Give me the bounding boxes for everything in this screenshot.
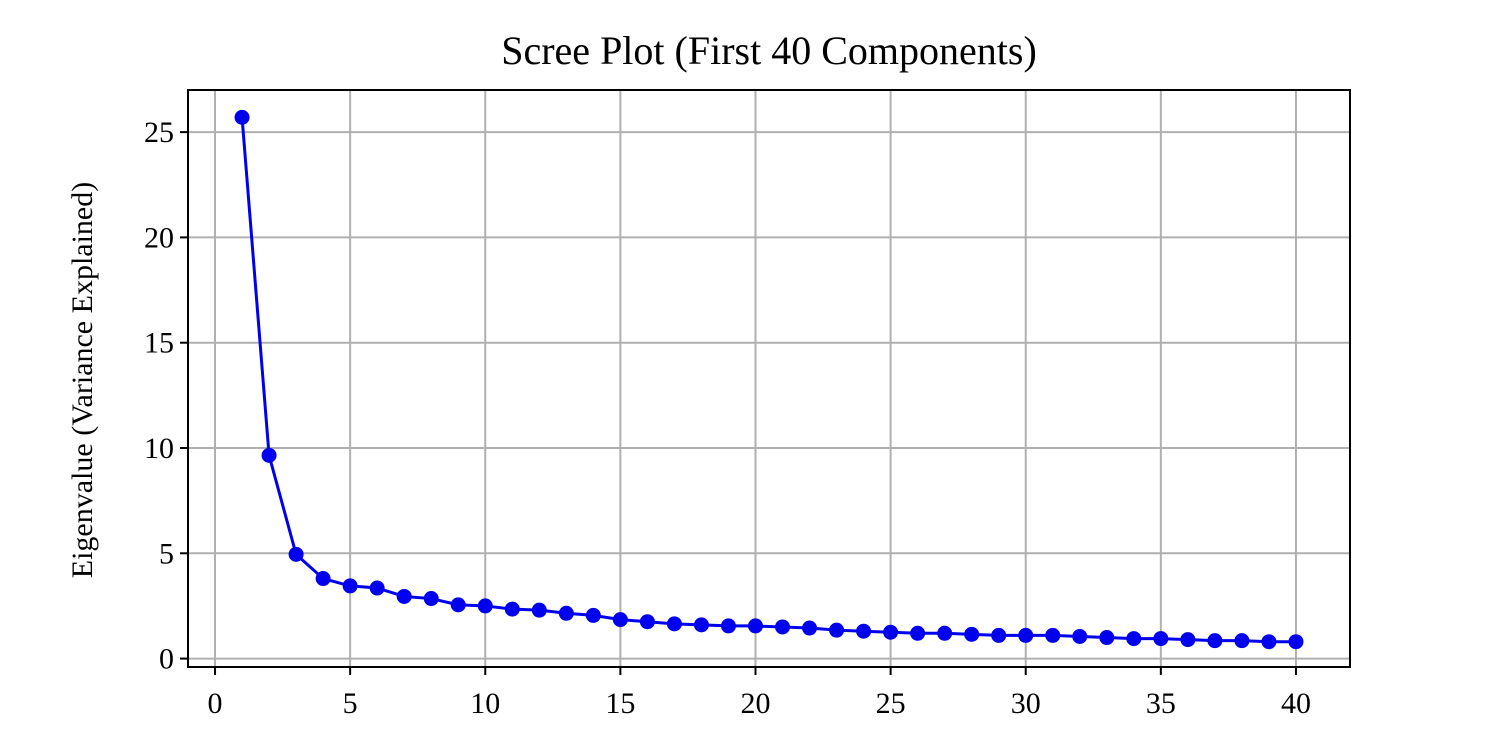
tick-layer: 0 5 10 15 20 25 30 35 40 0 5 10 15 20 25 — [144, 116, 1311, 720]
data-point — [342, 578, 358, 594]
data-point — [531, 602, 547, 618]
y-axis-title: Eigenvalue (Variance Explained) — [66, 182, 99, 578]
data-point — [937, 625, 953, 641]
data-point — [1207, 633, 1223, 649]
x-tick-label: 0 — [208, 687, 223, 720]
data-point — [1045, 627, 1061, 643]
y-tick-label: 10 — [144, 432, 174, 465]
data-point — [856, 623, 872, 639]
data-point — [1261, 634, 1277, 650]
data-point — [315, 571, 331, 587]
data-point — [775, 619, 791, 635]
data-point — [261, 447, 277, 463]
data-point — [558, 605, 574, 621]
series-layer — [234, 109, 1304, 650]
data-point — [1234, 633, 1250, 649]
y-tick-label: 0 — [159, 643, 174, 676]
data-point — [910, 625, 926, 641]
data-point — [693, 617, 709, 633]
data-point — [1099, 630, 1115, 646]
data-point — [1072, 628, 1088, 644]
data-point — [802, 620, 818, 636]
x-tick-label: 40 — [1281, 687, 1311, 720]
chart-title: Scree Plot (First 40 Components) — [501, 28, 1037, 73]
x-tick-label: 35 — [1146, 687, 1176, 720]
grid-layer — [188, 90, 1350, 667]
y-tick-label: 25 — [144, 116, 174, 149]
data-point — [964, 626, 980, 642]
data-point — [1288, 634, 1304, 650]
plot-frame — [187, 89, 1351, 668]
data-point — [666, 616, 682, 632]
x-tick-label: 20 — [740, 687, 770, 720]
data-point — [991, 627, 1007, 643]
x-tick-label: 25 — [876, 687, 906, 720]
x-tick-label: 30 — [1011, 687, 1041, 720]
data-point — [369, 580, 385, 596]
x-tick-label: 10 — [470, 687, 500, 720]
data-point — [747, 618, 763, 634]
data-point — [450, 597, 466, 613]
data-point — [829, 622, 845, 638]
series-line — [240, 117, 1296, 644]
x-tick-label: 5 — [343, 687, 358, 720]
data-point — [639, 614, 655, 630]
data-point — [504, 601, 520, 617]
data-point — [1180, 632, 1196, 648]
data-point — [396, 588, 412, 604]
data-point — [1153, 631, 1169, 647]
data-point — [585, 607, 601, 623]
data-point — [1126, 631, 1142, 647]
data-point — [612, 612, 628, 628]
y-tick-label: 20 — [144, 221, 174, 254]
y-tick-label: 15 — [144, 327, 174, 360]
data-point — [1018, 627, 1034, 643]
data-point — [883, 624, 899, 640]
y-tick-label: 5 — [159, 537, 174, 570]
data-point — [720, 618, 736, 634]
x-tick-label: 15 — [605, 687, 635, 720]
data-point — [288, 546, 304, 562]
data-point — [423, 591, 439, 607]
data-point — [477, 598, 493, 614]
data-point — [234, 109, 250, 125]
